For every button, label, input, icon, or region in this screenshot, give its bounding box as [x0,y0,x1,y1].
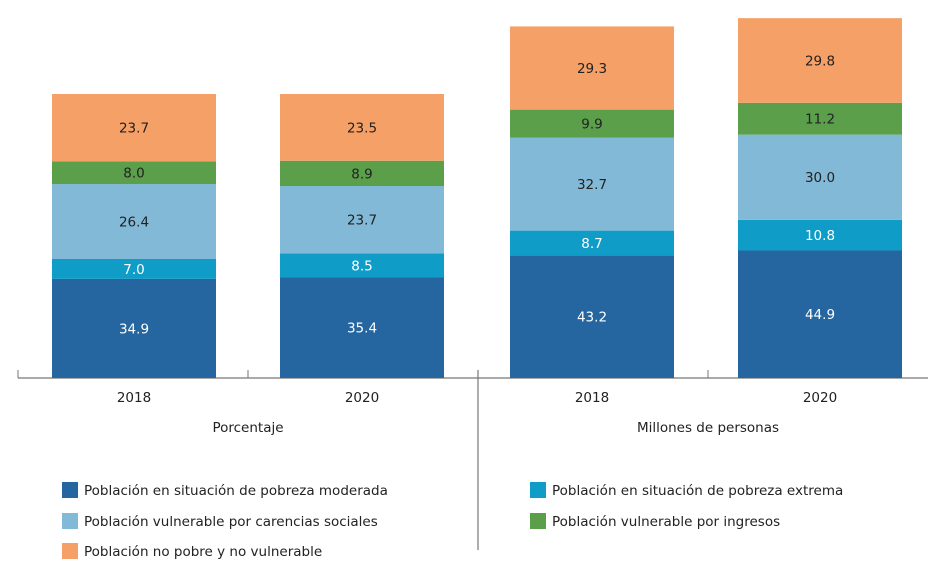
legend-swatch [62,482,78,498]
legend-label: Población vulnerable por ingresos [552,514,780,530]
data-label: 8.7 [581,236,602,252]
legend-swatch [530,513,546,529]
data-label: 29.3 [577,61,607,77]
data-label: 8.9 [351,166,372,182]
data-label: 10.8 [805,228,835,244]
bar-segment [280,160,444,187]
bar-segment [52,259,216,279]
bar-segment [738,219,902,251]
data-label: 26.4 [119,215,149,231]
legend-label: Población en situación de pobreza modera… [84,483,388,499]
data-label: 23.7 [119,121,149,137]
bar-segment [510,26,674,110]
legend-label: Población en situación de pobreza extrem… [552,483,843,499]
bar-segment [52,184,216,260]
legend-label: Población no pobre y no vulnerable [84,544,322,560]
data-label: 32.7 [577,177,607,193]
data-label: 23.5 [347,120,377,136]
data-label: 44.9 [805,307,835,323]
group-label: Millones de personas [637,420,779,436]
bar-segment [510,230,674,256]
data-label: 23.7 [347,213,377,229]
bar-segment [738,102,902,135]
legend-label: Población vulnerable por carencias socia… [84,514,378,530]
data-label: 30.0 [805,170,835,186]
x-tick-label: 2018 [117,390,151,406]
bar-segment [52,278,216,378]
data-label: 8.0 [123,166,144,182]
x-tick-label: 2018 [575,390,609,406]
data-label: 35.4 [347,321,377,337]
bar-segment [280,253,444,278]
data-label: 43.2 [577,310,607,326]
bar-segment [738,250,902,378]
bar-segment [738,134,902,220]
bar-segment [280,94,444,161]
legend-swatch [62,543,78,559]
bar-segment [52,94,216,162]
legend-swatch [62,513,78,529]
data-label: 7.0 [123,262,144,278]
data-label: 34.9 [119,321,149,337]
bar-segment [280,186,444,254]
x-tick-label: 2020 [803,390,837,406]
x-tick-label: 2020 [345,390,379,406]
group-label: Porcentaje [212,420,283,436]
bar-segment [510,109,674,138]
bar-segment [738,18,902,103]
bar-segment [510,255,674,378]
bar-segment [510,137,674,231]
data-label: 29.8 [805,53,835,69]
data-label: 9.9 [581,117,602,133]
data-label: 8.5 [351,258,372,274]
legend-swatch [530,482,546,498]
data-label: 11.2 [805,112,835,128]
bar-segment [52,161,216,185]
bar-segment [280,277,444,378]
